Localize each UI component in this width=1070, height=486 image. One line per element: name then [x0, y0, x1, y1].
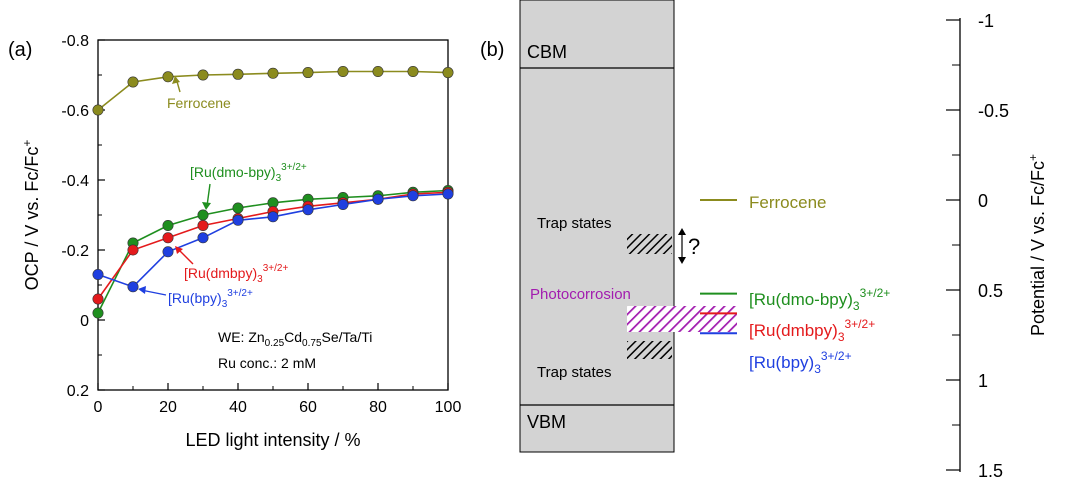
photocorrosion-label: Photocorrosion [530, 286, 631, 303]
working-electrode-note: WE: Zn0.25Cd0.75Se/Ta/Ti [218, 329, 372, 349]
data-point [337, 199, 349, 211]
data-point [302, 204, 314, 216]
dmbpy-label: [Ru(dmbpy)33+/2+ [184, 263, 288, 285]
panel-b: (b) CBM VBM Trap states ? Photocorrosion… [480, 0, 1048, 481]
bpy-label: [Ru(bpy)33+/2+ [168, 288, 253, 310]
potential-axis-ticks: -1 -0.5 0 0.5 1 1.5 [946, 11, 1009, 481]
data-point [197, 232, 209, 244]
cbm-label: CBM [527, 42, 567, 62]
data-point [407, 66, 419, 78]
trap-states-upper-label: Trap states [537, 215, 611, 232]
vbm-label: VBM [527, 412, 566, 432]
data-point [162, 220, 174, 232]
y-tick-label: 0.2 [67, 383, 89, 400]
data-point [337, 66, 349, 78]
data-point [162, 232, 174, 244]
y-tick-label: -0.8 [61, 33, 89, 50]
uncertainty-arrow-top [678, 228, 686, 235]
bpy-arrowhead [138, 286, 146, 294]
data-point [232, 214, 244, 226]
data-point [92, 268, 104, 280]
x-axis-label: LED light intensity / % [185, 430, 360, 450]
ferrocene-annotation: Ferrocene [167, 76, 231, 111]
data-point [162, 71, 174, 83]
y-axis-ticks: -0.8 -0.6 -0.4 -0.2 0 0.2 [61, 33, 105, 400]
legend-ferrocene: Ferrocene [749, 193, 826, 212]
data-point [197, 209, 209, 221]
data-point [232, 68, 244, 80]
uncertainty-arrow-bottom [678, 257, 686, 264]
data-point [127, 76, 139, 88]
panel-b-label: (b) [480, 39, 504, 61]
potential-axis-label: Potential / V vs. Fc/Fc+ [1026, 154, 1048, 336]
legend-bpy: [Ru(bpy)33+/2+ [749, 349, 852, 376]
data-point [92, 307, 104, 319]
x-tick-label: 100 [435, 399, 462, 416]
ferrocene-label: Ferrocene [167, 95, 231, 111]
y-tick-label: -0.6 [61, 103, 89, 120]
ru-concentration-note: Ru conc.: 2 mM [218, 355, 316, 371]
x-tick-label: 40 [229, 399, 247, 416]
dmo-bpy-arrowhead [202, 202, 211, 210]
photocorrosion-region [627, 306, 737, 332]
data-point [267, 211, 279, 223]
dmo-bpy-annotation: [Ru(dmo-bpy)33+/2+ [190, 162, 307, 210]
dmbpy-annotation: [Ru(dmbpy)33+/2+ [175, 246, 288, 285]
data-point [407, 190, 419, 202]
data-point [372, 193, 384, 205]
data-point [232, 202, 244, 214]
y-axis-label-main: OCP / V vs. Fc/Fc [22, 147, 42, 291]
dmo-bpy-arrow [206, 183, 211, 207]
redox-levels [700, 199, 737, 335]
question-mark: ? [688, 234, 700, 259]
bpy-annotation: [Ru(bpy)33+/2+ [138, 286, 253, 310]
x-axis-ticks: 0 20 40 60 80 100 [94, 383, 462, 416]
y-tick-label: -0.2 [61, 243, 89, 260]
data-point [127, 281, 139, 293]
x-tick-label: 0 [94, 399, 103, 416]
potential-tick-label: 1.5 [978, 461, 1003, 481]
potential-tick-label: 0.5 [978, 281, 1003, 301]
dmo-bpy-label: [Ru(dmo-bpy)33+/2+ [190, 162, 307, 184]
data-point [372, 66, 384, 78]
legend-dmbpy: [Ru(dmbpy)33+/2+ [749, 317, 875, 344]
data-point [442, 67, 454, 79]
data-point [442, 188, 454, 200]
data-point [162, 246, 174, 258]
ferrocene-arrowhead [172, 76, 180, 84]
trap-states-upper [627, 234, 672, 254]
data-point [267, 67, 279, 79]
trap-states-lower [627, 341, 672, 359]
plot-series [92, 66, 454, 319]
potential-tick-label: -0.5 [978, 101, 1009, 121]
potential-tick-label: -1 [978, 11, 994, 31]
trap-states-lower-label: Trap states [537, 364, 611, 381]
data-point [92, 104, 104, 116]
x-tick-label: 60 [299, 399, 317, 416]
panel-a: (a) 0 20 40 60 80 100 -0.8 -0.6 -0.4 -0.2 0 0.2 LE… [8, 33, 461, 450]
x-tick-label: 80 [369, 399, 387, 416]
legend-dmo-bpy: [Ru(dmo-bpy)33+/2+ [749, 286, 890, 313]
data-point [127, 244, 139, 256]
data-point [92, 293, 104, 305]
y-tick-label: -0.4 [61, 173, 89, 190]
data-point [302, 67, 314, 79]
potential-tick-label: 0 [978, 191, 988, 211]
panel-a-label: (a) [8, 39, 32, 61]
y-axis-label: OCP / V vs. Fc/Fc+ [20, 140, 42, 291]
x-tick-label: 20 [159, 399, 177, 416]
data-point [197, 69, 209, 81]
dmbpy-arrowhead [175, 246, 183, 254]
potential-tick-label: 1 [978, 371, 988, 391]
y-tick-label: 0 [80, 313, 89, 330]
y-axis-label-sup: + [20, 140, 34, 147]
semiconductor-block [519, 0, 675, 453]
data-point [197, 220, 209, 232]
